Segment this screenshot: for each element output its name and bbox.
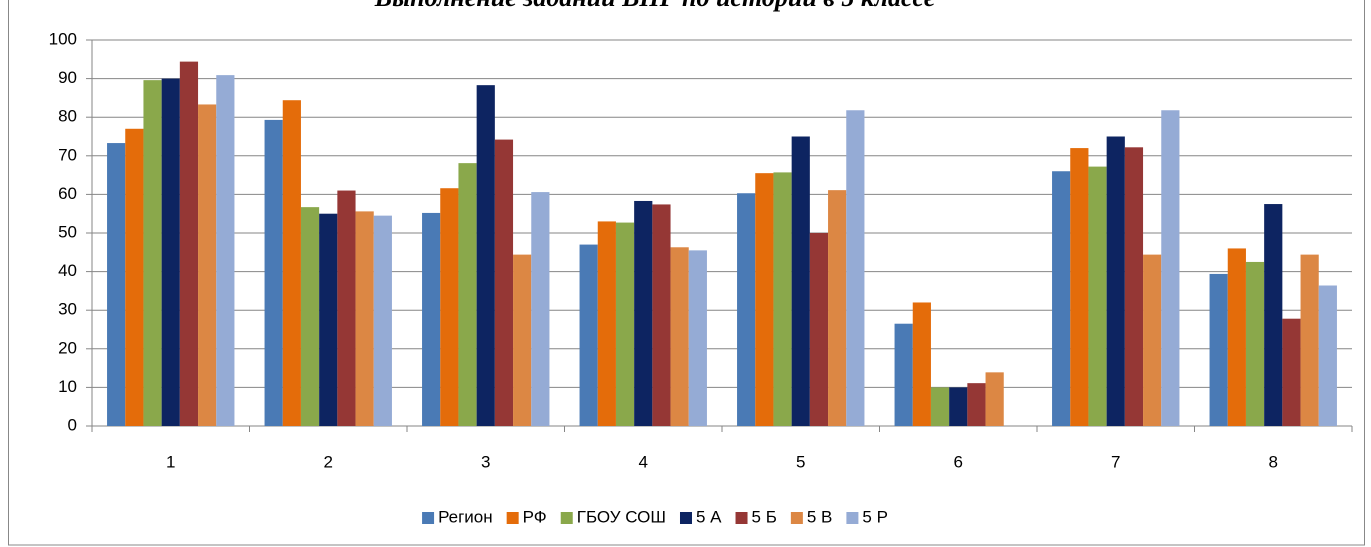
legend-label: Регион [438, 507, 493, 526]
bar [755, 173, 774, 426]
bar [300, 207, 320, 426]
bar [985, 372, 1004, 426]
y-tick-label: 50 [58, 222, 77, 241]
bar [440, 188, 459, 426]
bar [355, 211, 374, 426]
legend-label: РФ [523, 507, 547, 526]
legend-label: 5 Р [862, 507, 888, 526]
bar [634, 200, 653, 426]
legend-label: ГБОУ СОШ [577, 507, 666, 526]
bar [828, 190, 847, 426]
bar [1143, 254, 1162, 426]
x-tick-label: 2 [324, 452, 333, 471]
bar [688, 250, 707, 426]
bar [216, 75, 235, 426]
bar [264, 119, 283, 426]
legend-swatch [846, 512, 859, 524]
x-tick-label: 6 [954, 452, 963, 471]
y-tick-label: 100 [49, 29, 77, 48]
y-tick-label: 30 [58, 300, 77, 319]
bar [319, 213, 338, 426]
bar [161, 78, 180, 426]
chart-title: Выполнение заданий ВПР по истории в 5 кл… [374, 0, 936, 12]
bar [967, 383, 986, 426]
legend-swatch [735, 512, 748, 524]
bar [1124, 147, 1144, 427]
legend-swatch [679, 512, 692, 524]
bar [373, 215, 392, 426]
y-tick-label: 60 [58, 184, 77, 203]
bar [652, 204, 671, 426]
bar [282, 100, 301, 426]
x-tick-label: 8 [1269, 452, 1278, 471]
x-tick-label: 5 [796, 452, 805, 471]
bar [1161, 110, 1180, 426]
bar [422, 212, 441, 426]
bar [737, 193, 756, 426]
y-tick-label: 90 [58, 68, 77, 87]
bar [894, 323, 913, 426]
bar [1227, 248, 1246, 426]
bar [458, 163, 477, 426]
bar [1282, 318, 1301, 426]
x-tick-label: 4 [639, 452, 648, 471]
bar [597, 221, 616, 426]
legend-label: 5 А [696, 507, 722, 526]
bar [791, 136, 810, 426]
bar [1245, 261, 1265, 426]
bar [513, 254, 532, 426]
x-tick-label: 1 [166, 452, 175, 471]
legend-swatch [790, 512, 803, 524]
bar [179, 61, 199, 427]
bar [125, 128, 144, 426]
bar [930, 387, 950, 426]
bar [809, 233, 829, 426]
legend-label: 5 Б [752, 507, 777, 526]
bar [1264, 204, 1283, 426]
x-tick-label: 7 [1111, 452, 1120, 471]
y-tick-label: 0 [68, 415, 77, 434]
bar [337, 190, 356, 426]
bar [198, 104, 217, 426]
bar [773, 172, 792, 426]
x-tick-label: 3 [481, 452, 490, 471]
bar [615, 222, 635, 426]
legend-label: 5 В [807, 507, 833, 526]
y-tick-label: 10 [58, 377, 77, 396]
bar [579, 244, 598, 426]
legend-swatch [422, 512, 435, 524]
bar [949, 387, 968, 426]
legend-swatch [506, 512, 519, 524]
bar [143, 80, 162, 427]
bar [1088, 166, 1107, 426]
bar [107, 143, 126, 426]
bar [1209, 273, 1228, 426]
y-tick-label: 40 [58, 261, 77, 280]
bar [1070, 148, 1089, 426]
bar [912, 302, 931, 426]
bar [531, 192, 550, 426]
bar [494, 139, 514, 426]
y-tick-label: 80 [58, 107, 77, 126]
bar [670, 247, 689, 426]
y-tick-label: 20 [58, 338, 77, 357]
bar [476, 85, 495, 427]
legend-swatch [560, 512, 573, 524]
bar [846, 110, 865, 426]
bar [1052, 171, 1071, 426]
y-tick-label: 70 [58, 145, 77, 164]
bar [1300, 254, 1319, 426]
bar [1318, 285, 1337, 426]
bar [1106, 136, 1125, 426]
